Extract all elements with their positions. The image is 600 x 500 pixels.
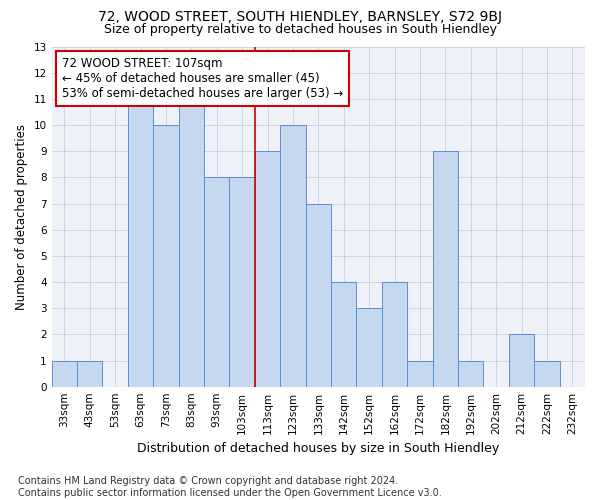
Bar	[509, 334, 534, 386]
Bar	[407, 360, 433, 386]
Bar	[458, 360, 484, 386]
Y-axis label: Number of detached properties: Number of detached properties	[15, 124, 28, 310]
Bar	[128, 99, 153, 386]
Bar	[331, 282, 356, 387]
Bar	[382, 282, 407, 387]
Bar	[179, 99, 204, 386]
Bar	[280, 125, 305, 386]
X-axis label: Distribution of detached houses by size in South Hiendley: Distribution of detached houses by size …	[137, 442, 499, 455]
Bar	[356, 308, 382, 386]
Bar	[433, 151, 458, 386]
Bar	[52, 360, 77, 386]
Text: Contains HM Land Registry data © Crown copyright and database right 2024.
Contai: Contains HM Land Registry data © Crown c…	[18, 476, 442, 498]
Bar	[255, 151, 280, 386]
Bar	[204, 178, 229, 386]
Bar	[153, 125, 179, 386]
Text: 72 WOOD STREET: 107sqm
← 45% of detached houses are smaller (45)
53% of semi-det: 72 WOOD STREET: 107sqm ← 45% of detached…	[62, 56, 344, 100]
Bar	[77, 360, 103, 386]
Bar	[229, 178, 255, 386]
Text: 72, WOOD STREET, SOUTH HIENDLEY, BARNSLEY, S72 9BJ: 72, WOOD STREET, SOUTH HIENDLEY, BARNSLE…	[98, 10, 502, 24]
Bar	[534, 360, 560, 386]
Bar	[305, 204, 331, 386]
Text: Size of property relative to detached houses in South Hiendley: Size of property relative to detached ho…	[104, 22, 497, 36]
